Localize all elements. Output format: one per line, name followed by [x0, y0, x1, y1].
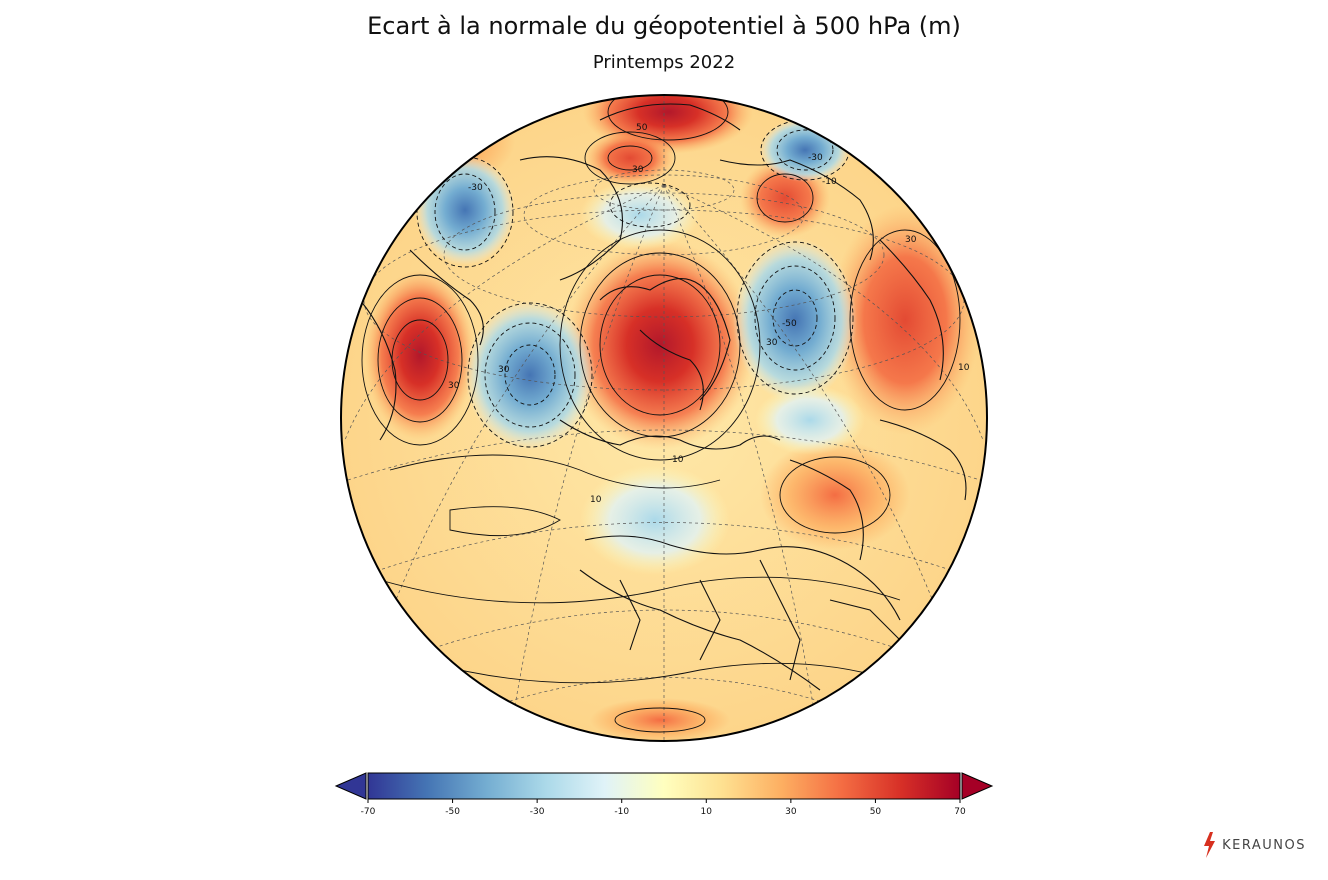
coastlines: [359, 103, 967, 691]
contour-label: 30: [766, 338, 778, 348]
colorbar-tick-label: 10: [701, 807, 713, 817]
positive-anomaly: [590, 698, 730, 741]
colorbar-tick-label: -10: [614, 807, 629, 817]
negative-anomaly: [733, 238, 857, 402]
colorbar-tick-label: -50: [445, 807, 460, 817]
contour-label: -30: [808, 153, 823, 163]
brand-name: KERAUNOS: [1222, 837, 1306, 853]
lightning-icon: [1204, 832, 1216, 858]
colorbar-bar: [367, 772, 961, 800]
contour-labels: 30 -30 30 -50 30 10 30 30 -30 10 10 -10 …: [448, 123, 970, 505]
positive-anomaly: [585, 130, 675, 186]
contour-label: 10: [590, 495, 602, 505]
colorbar-left-arrow: [334, 772, 367, 800]
colorbar-right-arrow: [961, 772, 994, 800]
contour-label: 30: [498, 365, 510, 375]
colorbar-tick-label: -70: [361, 807, 376, 817]
contour-label: 30: [448, 381, 460, 391]
colorbar-tick-label: 30: [785, 807, 797, 817]
contour-lines: [361, 95, 961, 733]
contour-label: 10: [958, 363, 970, 373]
colorbar-tick-label: 50: [870, 807, 882, 817]
colorbar-tick-label: -30: [530, 807, 545, 817]
negative-anomaly: [465, 300, 595, 450]
contour-label: 30: [632, 165, 644, 175]
contour-label: 50: [636, 123, 648, 133]
contour-label: -10: [822, 177, 837, 187]
globe-outline: [340, 94, 988, 742]
colorbar-ticks: -70 -50 -30 -10 10 30 50 70: [361, 799, 966, 817]
map-title: Ecart à la normale du géopotentiel à 500…: [367, 12, 961, 40]
brand-logo: KERAUNOS: [1202, 832, 1306, 858]
colorbar-tick-label: 70: [954, 807, 966, 817]
contour-label: 30: [905, 235, 917, 245]
negative-anomaly: [580, 180, 700, 250]
negative-anomaly: [580, 465, 730, 575]
negative-anomaly: [755, 385, 865, 455]
positive-anomaly: [830, 205, 980, 435]
contour-label: 10: [672, 455, 684, 465]
contour-label: -50: [782, 319, 797, 329]
map-subtitle: Printemps 2022: [592, 52, 736, 73]
contour-label: -30: [468, 183, 483, 193]
